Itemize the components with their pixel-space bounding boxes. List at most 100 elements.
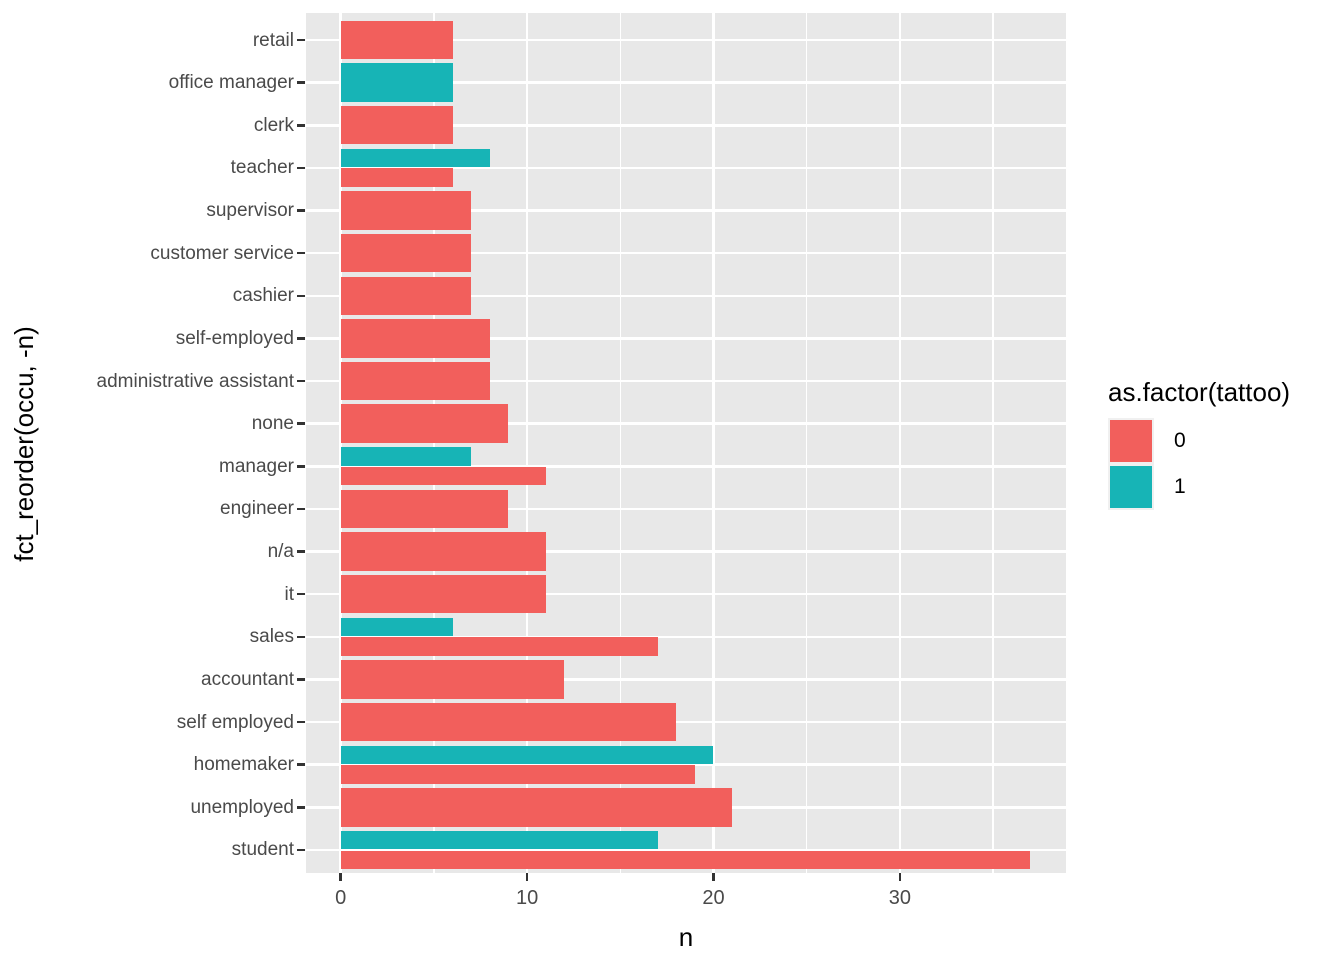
y-major-gridline	[306, 720, 1066, 724]
y-axis-tick	[296, 337, 305, 340]
x-axis-tick	[712, 873, 715, 881]
y-axis-label: clerk	[253, 114, 294, 136]
bar-retail-tattoo0	[340, 20, 453, 60]
y-axis-label: supervisor	[206, 200, 294, 222]
y-axis-label: office manager	[168, 72, 294, 94]
legend-key	[1108, 418, 1154, 464]
bar-it-tattoo0	[340, 574, 546, 614]
y-major-gridline	[306, 592, 1066, 596]
bar-self-employed-tattoo0	[340, 702, 677, 742]
y-major-gridline	[306, 635, 1066, 639]
legend-key-fill-tattoo1	[1110, 466, 1152, 508]
legend-entry: 1	[1108, 464, 1290, 510]
legend-key	[1108, 464, 1154, 510]
legend-entry: 0	[1108, 418, 1290, 464]
x-axis-label: 30	[888, 887, 912, 909]
y-axis-label: manager	[219, 455, 294, 477]
y-major-gridline	[306, 166, 1066, 170]
x-minor-gridline	[433, 13, 435, 873]
bar-homemaker-tattoo0	[340, 765, 695, 784]
y-axis-tick	[296, 81, 305, 84]
x-major-gridline	[525, 13, 529, 873]
y-major-gridline	[306, 848, 1066, 852]
bar-student-tattoo1	[340, 830, 658, 850]
y-major-gridline	[306, 337, 1066, 340]
y-major-gridline	[306, 38, 1066, 42]
bar-sales-tattoo0	[340, 637, 658, 656]
y-axis-tick	[296, 635, 305, 639]
bar-customer-service-tattoo0	[340, 233, 472, 273]
x-axis-label: 10	[515, 887, 539, 909]
x-axis-label: 0	[335, 887, 347, 909]
y-axis-label: engineer	[220, 498, 294, 520]
bar-accountant-tattoo0	[340, 660, 565, 699]
x-minor-gridline	[992, 13, 994, 873]
x-major-gridline	[339, 13, 342, 873]
y-axis-label: teacher	[230, 157, 294, 179]
y-axis-tick	[296, 678, 305, 681]
y-axis-label: accountant	[201, 668, 294, 690]
bar-self-employed-tattoo0	[340, 319, 490, 358]
y-axis-tick	[296, 124, 305, 127]
y-axis-tick	[296, 422, 305, 425]
y-major-gridline	[306, 763, 1066, 766]
y-axis-label: administrative assistant	[96, 370, 294, 392]
x-major-gridline	[712, 13, 715, 873]
bar-teacher-tattoo1	[340, 148, 490, 168]
x-axis-tick	[898, 873, 902, 881]
bar-unemployed-tattoo0	[340, 788, 733, 827]
x-minor-gridline	[619, 13, 622, 873]
y-axis-tick	[296, 465, 305, 468]
y-axis-tick	[296, 38, 305, 42]
x-axis-title: n	[678, 922, 694, 952]
bar-engineer-tattoo0	[340, 489, 509, 529]
y-axis-label: it	[284, 583, 295, 605]
x-axis-label: 20	[702, 887, 725, 909]
bar-sales-tattoo1	[340, 617, 453, 637]
y-axis-label: cashier	[232, 285, 294, 307]
bar-homemaker-tattoo1	[340, 745, 714, 765]
y-axis-tick	[296, 806, 305, 809]
y-major-gridline	[306, 209, 1066, 212]
y-axis-tick	[296, 209, 305, 212]
y-axis-tick	[296, 166, 305, 170]
x-axis-tick	[525, 873, 529, 881]
x-major-gridline	[898, 13, 902, 873]
x-axis-tick	[339, 873, 342, 881]
y-axis-label: customer service	[150, 242, 294, 264]
bar-clerk-tattoo0	[340, 106, 453, 145]
y-axis-label: homemaker	[193, 754, 294, 776]
bar-manager-tattoo1	[340, 447, 472, 466]
plot-panel	[306, 13, 1066, 873]
y-major-gridline	[306, 678, 1066, 681]
bar-none-tattoo0	[340, 404, 509, 443]
legend-title: as.factor(tattoo)	[1108, 377, 1291, 407]
bar-supervisor-tattoo0	[340, 191, 472, 230]
y-axis-tick	[296, 550, 305, 553]
y-axis-tick	[296, 294, 305, 298]
y-axis-label: student	[231, 839, 294, 861]
y-axis-label: self employed	[176, 711, 294, 733]
bar-manager-tattoo0	[340, 466, 546, 486]
y-axis-label: none	[251, 413, 294, 435]
bar-student-tattoo0	[340, 850, 1031, 870]
bar-administrative-assistant-tattoo0	[340, 361, 490, 401]
legend-entry-label: 0	[1174, 429, 1186, 452]
legend-entry-label: 1	[1174, 475, 1186, 498]
bar-n-a-tattoo0	[340, 532, 546, 571]
legend-key-fill-tattoo0	[1110, 420, 1152, 462]
y-axis-tick	[296, 507, 305, 511]
bar-office-manager-tattoo1	[340, 63, 453, 102]
y-major-gridline	[306, 124, 1066, 127]
y-axis-label: retail	[252, 29, 294, 51]
y-major-gridline	[306, 251, 1066, 255]
y-axis-label: sales	[249, 626, 294, 648]
y-axis-tick	[296, 720, 305, 724]
bar-teacher-tattoo0	[340, 168, 453, 188]
y-major-gridline	[306, 422, 1066, 425]
y-axis-tick	[296, 379, 305, 383]
bar-cashier-tattoo0	[340, 276, 472, 315]
